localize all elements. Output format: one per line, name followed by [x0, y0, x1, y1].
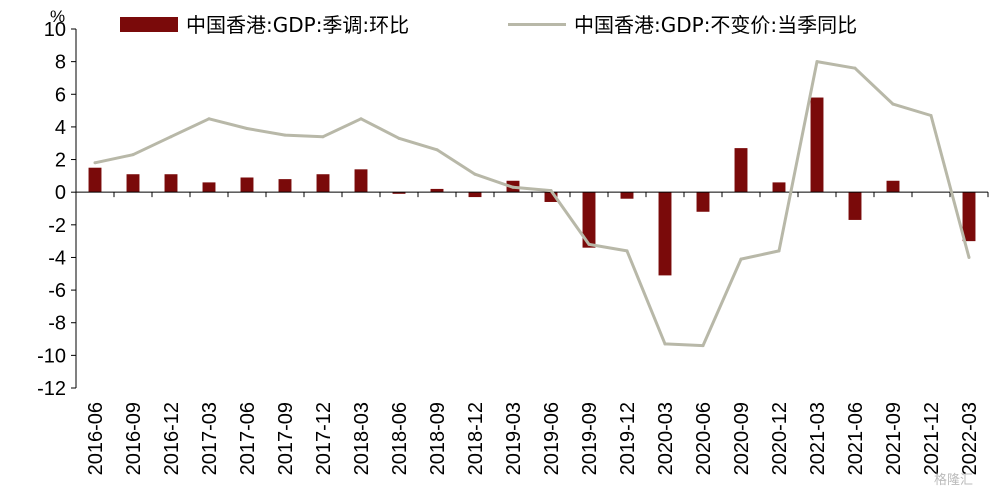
- bar-2022-03: [962, 192, 976, 242]
- bar-2018-09: [430, 188, 444, 193]
- line-point-2017-06: [245, 127, 249, 131]
- bar-2016-12: [164, 174, 178, 193]
- bar-2020-06: [696, 192, 710, 212]
- y-tick-label: -8: [48, 313, 66, 335]
- y-axis-unit: %: [50, 7, 65, 26]
- bar-2021-09: [886, 180, 900, 193]
- line-point-2018-03: [359, 117, 363, 121]
- bar-2018-12: [468, 192, 482, 198]
- line-series: [93, 60, 971, 348]
- y-tick-label: -6: [48, 280, 66, 302]
- legend-bar-label: 中国香港:GDP:季调:环比: [186, 13, 409, 37]
- x-tick-label: 2016-12: [161, 402, 183, 475]
- bar-2019-06: [544, 192, 558, 202]
- x-tick-label: 2021-03: [807, 402, 829, 475]
- y-tick-label: -12: [37, 378, 66, 400]
- y-tick-label: -2: [48, 215, 66, 237]
- x-tick-label: 2021-12: [921, 402, 943, 475]
- line-point-2021-06: [853, 66, 857, 70]
- watermark: 格隆汇: [934, 472, 973, 488]
- x-tick-label: 2020-03: [655, 402, 677, 475]
- x-tick-label: 2018-09: [427, 402, 449, 475]
- bar-2016-09: [126, 174, 140, 193]
- line-point-2019-12: [625, 249, 629, 253]
- bar-2018-06: [392, 192, 406, 194]
- line-point-2020-09: [739, 257, 743, 261]
- x-tick-label: 2019-06: [541, 402, 563, 475]
- bar-2019-12: [620, 192, 634, 199]
- x-tick-label: 2016-09: [123, 402, 145, 475]
- y-tick-label: 0: [55, 182, 66, 204]
- x-tick-label: 2021-09: [883, 402, 905, 475]
- x-tick-label: 2019-03: [503, 402, 525, 475]
- bar-2020-03: [658, 192, 672, 276]
- y-tick-label: -10: [37, 345, 66, 367]
- x-tick-label: 2016-06: [85, 402, 107, 475]
- line-point-2018-12: [473, 172, 477, 176]
- x-tick-label: 2020-12: [769, 402, 791, 475]
- x-tick-label: 2021-06: [845, 402, 867, 475]
- bar-2017-12: [316, 174, 330, 193]
- line-point-2022-03: [967, 255, 971, 259]
- line-point-2021-03: [815, 60, 819, 64]
- y-tick-label: 2: [55, 150, 66, 172]
- axes: [75, 29, 989, 388]
- x-tick-label: 2022-03: [959, 402, 981, 475]
- line-point-2019-03: [511, 185, 515, 189]
- line-point-2017-12: [321, 135, 325, 139]
- bar-2020-09: [734, 148, 748, 193]
- line-point-2018-06: [397, 136, 401, 140]
- y-tick-label: 4: [55, 117, 66, 139]
- x-tick-label: 2019-12: [617, 402, 639, 475]
- bar-2017-06: [240, 177, 254, 193]
- x-tick-label: 2018-03: [351, 402, 373, 475]
- bar-series: [88, 97, 976, 276]
- y-axis: -12 -10 -8 -6 -4 -2 0 2 4 6 8 10: [37, 19, 76, 400]
- line-point-2016-09: [131, 153, 135, 157]
- x-tick-label: 2019-09: [579, 402, 601, 475]
- x-axis: 2016-06 2016-09 2016-12 2017-03 2017-06 2017-…: [85, 402, 981, 475]
- x-tick-label: 2018-12: [465, 402, 487, 475]
- y-tick-label: -4: [48, 247, 66, 269]
- legend-line-label: 中国香港:GDP:不变价:当季同比: [574, 13, 857, 37]
- line-point-2018-09: [435, 148, 439, 152]
- line-point-2016-06: [93, 161, 97, 165]
- line-point-2016-12: [169, 135, 173, 139]
- bar-2017-09: [278, 179, 292, 193]
- bar-2016-06: [88, 167, 102, 193]
- x-tick-label: 2017-09: [275, 402, 297, 475]
- line-path: [94, 60, 971, 348]
- line-point-2017-03: [207, 117, 211, 121]
- legend-bar-swatch: [120, 17, 178, 32]
- line-point-2019-09: [587, 242, 591, 246]
- line-point-2021-12: [929, 113, 933, 117]
- bar-2019-09: [582, 192, 596, 248]
- bar-2017-03: [202, 182, 216, 193]
- y-tick-label: 10: [44, 19, 66, 41]
- bar-2021-06: [848, 192, 862, 220]
- line-point-2021-09: [891, 102, 895, 106]
- line-point-2020-03: [663, 342, 667, 346]
- bar-2018-03: [354, 169, 368, 193]
- y-tick-label: 8: [55, 52, 66, 74]
- bar-2020-12: [772, 182, 786, 193]
- bar-2021-03: [810, 97, 824, 193]
- x-tick-label: 2017-03: [199, 402, 221, 475]
- line-point-2017-09: [283, 133, 287, 137]
- line-point-2020-12: [777, 249, 781, 253]
- y-tick-label: 6: [55, 84, 66, 106]
- x-tick-label: 2020-06: [693, 402, 715, 475]
- legend: 中国香港:GDP:季调:环比 中国香港:GDP:不变价:当季同比: [120, 13, 857, 37]
- x-tick-label: 2020-09: [731, 402, 753, 475]
- x-tick-label: 2017-12: [313, 402, 335, 475]
- line-point-2019-06: [549, 189, 553, 193]
- x-tick-label: 2018-06: [389, 402, 411, 475]
- x-tick-label: 2017-06: [237, 402, 259, 475]
- line-point-2020-06: [701, 344, 705, 348]
